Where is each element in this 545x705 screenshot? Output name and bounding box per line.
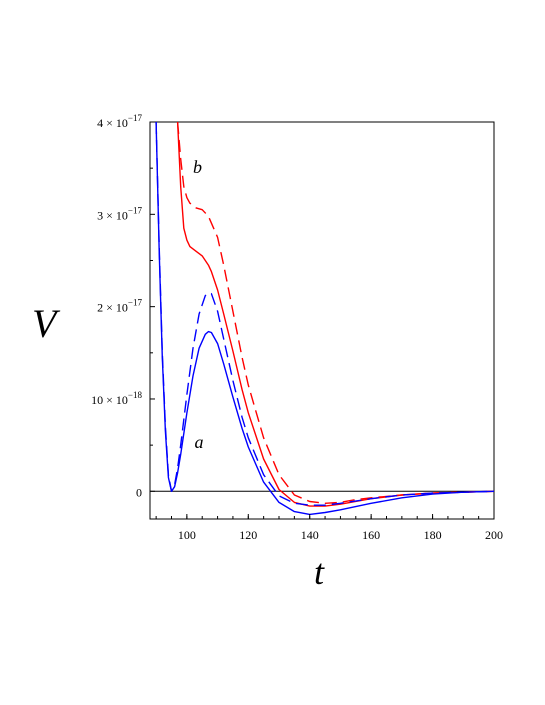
y-axis-ticks: 0 10 × 10−18 2 × 10−17 3 × 10−17 4 × 10−17 [91, 113, 155, 499]
series-line-1 [176, 122, 494, 507]
x-tick-label: 120 [239, 528, 257, 542]
curve-label-b: b [193, 157, 202, 177]
x-tick-label: 100 [178, 528, 196, 542]
x-tick-label: 200 [485, 528, 503, 542]
x-axis-title: t [314, 552, 325, 592]
series-line-3 [155, 122, 494, 516]
y-tick-label: 0 [136, 485, 142, 499]
annotations: ab [193, 157, 204, 452]
x-tick-label: 180 [424, 528, 442, 542]
series-line-4 [155, 122, 494, 506]
y-tick-label: 2 × 10−17 [97, 298, 142, 315]
series-layer [155, 122, 494, 516]
y-axis-title: V [32, 301, 61, 346]
curve-label-a: a [195, 432, 204, 452]
y-tick-label: 4 × 10−17 [97, 113, 142, 130]
x-axis-ticks: 100 120 140 160 180 200 [155, 514, 503, 542]
y-tick-label: 10 × 10−18 [91, 390, 142, 407]
series-line-2 [176, 122, 494, 504]
y-tick-label: 3 × 10−17 [97, 205, 142, 222]
plot-frame [149, 121, 495, 520]
x-tick-label: 160 [362, 528, 380, 542]
x-tick-label: 140 [301, 528, 319, 542]
